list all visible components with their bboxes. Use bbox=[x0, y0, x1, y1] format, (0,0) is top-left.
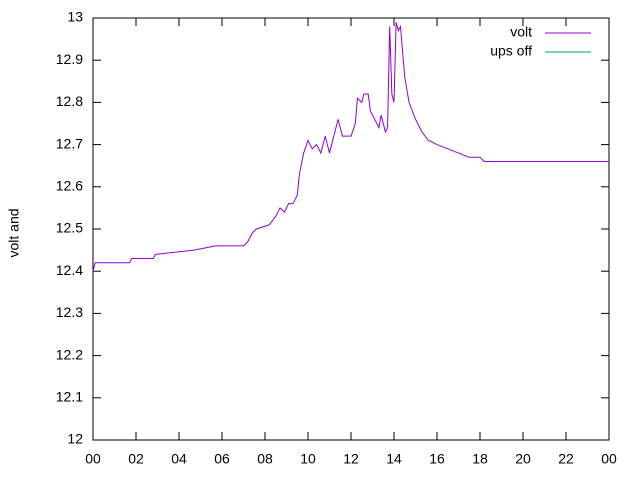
y-tick-label: 12.3 bbox=[56, 304, 83, 320]
x-tick-label: 08 bbox=[257, 451, 273, 467]
x-tick-label: 00 bbox=[85, 451, 101, 467]
y-tick-label: 12.9 bbox=[56, 51, 83, 67]
x-tick-label: 18 bbox=[472, 451, 488, 467]
x-tick-label: 00 bbox=[601, 451, 617, 467]
x-tick-label: 10 bbox=[300, 451, 316, 467]
y-tick-label: 12.1 bbox=[56, 389, 83, 405]
y-tick-label: 13 bbox=[67, 9, 83, 25]
legend-label: volt bbox=[510, 24, 532, 40]
y-tick-label: 12 bbox=[67, 431, 83, 447]
x-tick-label: 20 bbox=[515, 451, 531, 467]
y-axis-label: volt and bbox=[6, 208, 22, 257]
y-tick-label: 12.2 bbox=[56, 346, 83, 362]
legend-label: ups off bbox=[490, 43, 532, 59]
series-line bbox=[92, 22, 609, 272]
y-tick-label: 12.4 bbox=[56, 262, 83, 278]
y-tick-label: 12.6 bbox=[56, 178, 83, 194]
x-tick-label: 12 bbox=[343, 451, 359, 467]
x-tick-label: 14 bbox=[386, 451, 402, 467]
x-tick-label: 02 bbox=[128, 451, 144, 467]
x-tick-label: 22 bbox=[558, 451, 574, 467]
plot-border bbox=[92, 17, 610, 441]
x-tick-label: 04 bbox=[171, 451, 187, 467]
y-tick-label: 12.5 bbox=[56, 220, 83, 236]
y-tick-label: 12.8 bbox=[56, 93, 83, 109]
x-tick-label: 16 bbox=[429, 451, 445, 467]
x-tick-label: 06 bbox=[214, 451, 230, 467]
y-tick-label: 12.7 bbox=[56, 135, 83, 151]
